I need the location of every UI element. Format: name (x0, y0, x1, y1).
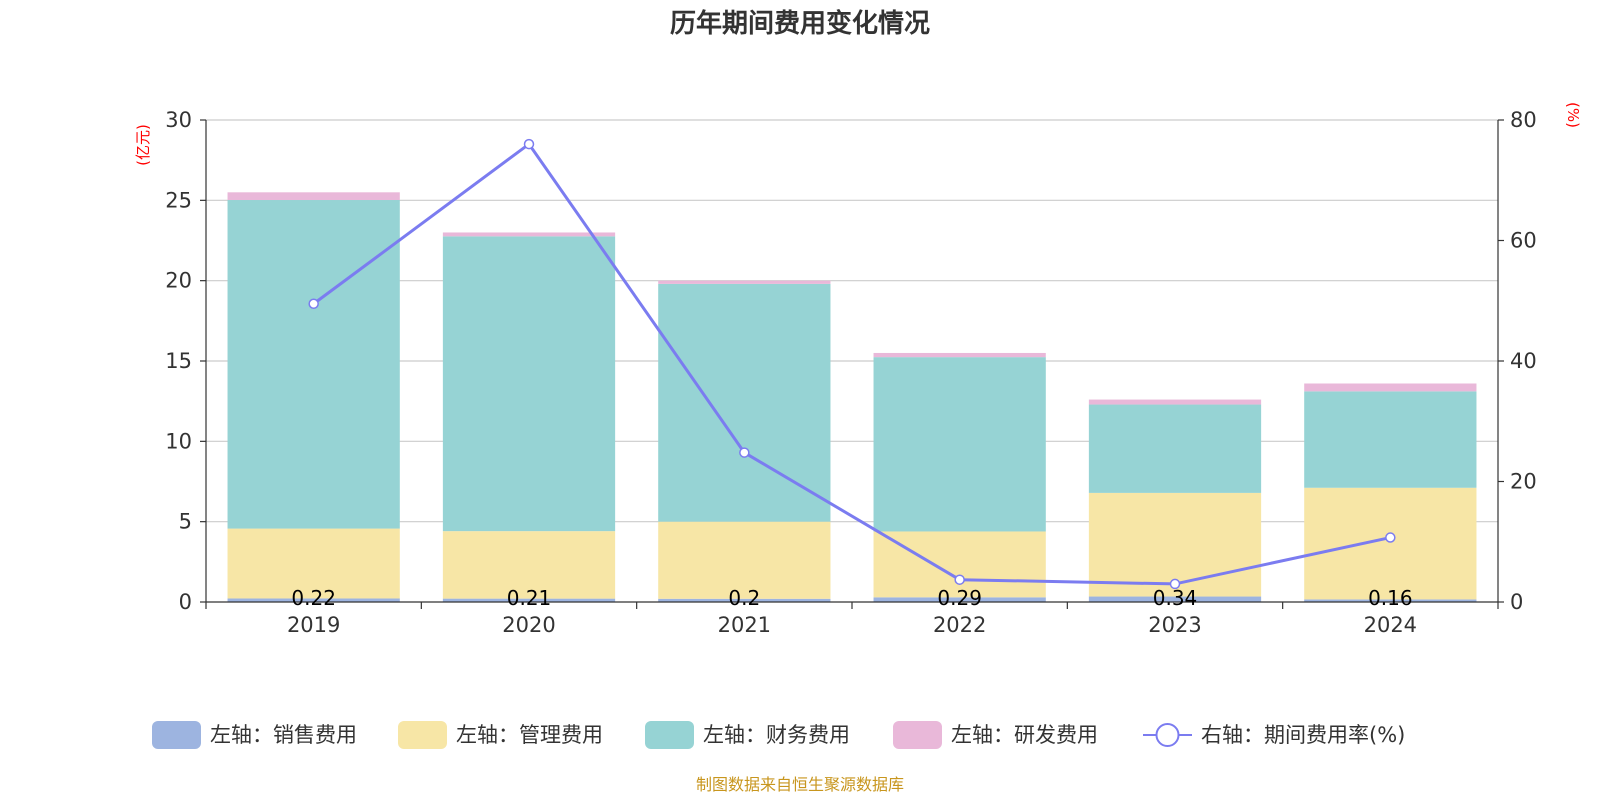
bar-segment (1088, 399, 1262, 405)
bar-segment (658, 283, 831, 522)
left-axis-tick-label: 10 (165, 429, 192, 453)
legend-marker (1155, 723, 1180, 747)
bar-segment (227, 200, 400, 529)
data-label: 0.21 (507, 586, 552, 610)
x-axis-tick-label: 2020 (502, 613, 555, 637)
line-point (954, 574, 965, 585)
x-axis-tick-label: 2023 (1148, 613, 1201, 637)
left-axis-tick-label: 25 (165, 188, 192, 212)
legend: 左轴：销售费用 左轴：管理费用 左轴：财务费用 左轴：研发费用 右轴：期间费用率(%) (152, 721, 1405, 749)
left-axis-tick-label: 15 (165, 349, 192, 373)
legend-swatch (398, 721, 447, 749)
left-axis-tick-label: 30 (165, 108, 192, 132)
bar-segment (658, 280, 831, 284)
bar-segment (873, 357, 1046, 532)
line-point (1385, 532, 1396, 543)
data-label: 0.22 (291, 586, 336, 610)
right-axis-tick-label: 0 (1510, 590, 1523, 614)
bar-segment (227, 528, 400, 599)
x-axis-tick-label: 2024 (1364, 613, 1417, 637)
bar-segment (658, 521, 831, 599)
data-label: 0.29 (937, 586, 982, 610)
legend-swatch (152, 721, 201, 749)
bar-segment (442, 598, 616, 602)
right-axis-tick-label: 60 (1510, 229, 1537, 253)
grid-layer (206, 119, 1498, 523)
axis-layer: 0 5 10 15 20 25 30 0 20 40 60 80 2019 2020 2021 2022 202… (165, 108, 1536, 637)
line-point (523, 138, 535, 150)
legend-label: 左轴：研发费用 (951, 723, 1098, 747)
x-axis-tick-label: 2021 (718, 613, 771, 637)
legend-swatch (893, 721, 942, 749)
left-axis-tick-label: 5 (179, 510, 192, 534)
bar-segment (873, 531, 1046, 598)
data-label-layer: 0.22 0.21 0.2 0.29 0.34 0.16 (291, 586, 1412, 610)
right-axis-tick-label: 40 (1510, 349, 1537, 373)
x-axis-tick-label: 2022 (933, 613, 986, 637)
legend-swatch (645, 721, 694, 749)
legend-label: 左轴：财务费用 (703, 723, 850, 747)
left-axis-tick-label: 0 (179, 590, 192, 614)
left-axis-unit-label: (亿元) (134, 124, 152, 166)
x-axis-tick-label: 2019 (287, 613, 340, 637)
right-axis-unit-label: (%) (1564, 102, 1582, 128)
bar-segment (1304, 487, 1477, 600)
legend-label: 左轴：销售费用 (210, 723, 357, 747)
right-axis-tick-label: 80 (1510, 108, 1537, 132)
bar-segment (1088, 404, 1262, 493)
bar-segment (227, 598, 400, 602)
line-layer (308, 138, 1396, 590)
chart-title: 历年期间费用变化情况 (670, 8, 930, 39)
line-point (739, 447, 750, 458)
right-axis-tick-label: 20 (1510, 470, 1537, 494)
bar-segment (658, 598, 831, 602)
bar-segment (1304, 599, 1477, 602)
bar-segment (442, 236, 616, 532)
source-note: 制图数据来自恒生聚源数据库 (696, 775, 904, 794)
bar-segment (1088, 596, 1262, 602)
bar-segment (1304, 391, 1477, 488)
left-axis-tick-label: 20 (165, 269, 192, 293)
data-label: 0.16 (1368, 586, 1413, 610)
data-label: 0.2 (728, 586, 760, 610)
bar-segment (227, 192, 400, 201)
data-label: 0.34 (1153, 586, 1198, 610)
bar-segment (442, 232, 616, 237)
bar-segment (873, 352, 1046, 358)
line-point (1169, 578, 1181, 590)
bar-segment (442, 531, 616, 599)
bar-segment (1304, 383, 1477, 392)
bar-segment (873, 597, 1046, 602)
series-line (312, 141, 1391, 586)
legend-label: 左轴：管理费用 (456, 723, 603, 747)
legend-label: 右轴：期间费用率(%) (1201, 723, 1405, 747)
bar-layer (227, 192, 1477, 602)
line-point (308, 298, 319, 310)
